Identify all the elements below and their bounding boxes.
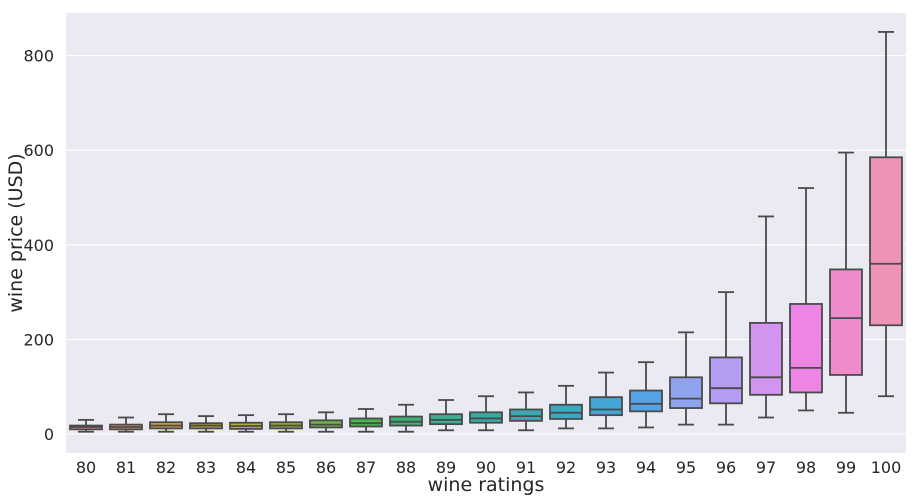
- y-tick-label: 200: [23, 330, 54, 349]
- box-iqr: [469, 411, 503, 424]
- x-tick-label: 85: [276, 458, 296, 477]
- box-92: [549, 384, 583, 430]
- x-tick-label: 95: [676, 458, 696, 477]
- x-tick-label: 100: [871, 458, 902, 477]
- box-iqr: [589, 396, 623, 417]
- box-98: [789, 187, 823, 412]
- box-90: [469, 395, 503, 432]
- y-tick-label: 400: [23, 236, 54, 255]
- box-81: [109, 416, 143, 433]
- x-tick-labels: 80 81 82 83 84 85 86 87 88 89 90 91 92 93 94 95 96 97 98 99…: [76, 458, 901, 477]
- x-tick-label: 87: [356, 458, 376, 477]
- box-91: [509, 391, 543, 432]
- y-tick-label: 600: [23, 141, 54, 160]
- x-tick-label: 91: [516, 458, 536, 477]
- box-iqr: [509, 408, 543, 422]
- x-tick-label: 97: [756, 458, 776, 477]
- box-iqr: [669, 376, 703, 409]
- x-tick-label: 81: [116, 458, 136, 477]
- box-94: [629, 361, 663, 429]
- x-tick-label: 90: [476, 458, 496, 477]
- y-tick-label: 0: [44, 425, 54, 444]
- box-plot-series: [69, 31, 903, 433]
- x-tick-label: 93: [596, 458, 616, 477]
- x-tick-label: 83: [196, 458, 216, 477]
- x-tick-label: 96: [716, 458, 736, 477]
- x-tick-label: 80: [76, 458, 96, 477]
- box-iqr: [549, 403, 583, 420]
- box-88: [389, 403, 423, 433]
- x-tick-label: 98: [796, 458, 816, 477]
- x-tick-label: 99: [836, 458, 856, 477]
- y-tick-labels: 0 200 400 600 800: [23, 47, 54, 444]
- box-iqr: [629, 389, 663, 413]
- box-83: [189, 415, 223, 433]
- box-87: [349, 408, 383, 433]
- x-tick-label: 94: [636, 458, 656, 477]
- box-97: [749, 215, 783, 419]
- box-86: [309, 411, 343, 433]
- x-tick-label: 82: [156, 458, 176, 477]
- box-iqr: [709, 356, 743, 405]
- box-iqr: [829, 268, 863, 376]
- x-tick-label: 84: [236, 458, 256, 477]
- box-iqr: [869, 156, 903, 327]
- box-iqr: [749, 321, 783, 396]
- box-99: [829, 151, 863, 414]
- box-93: [589, 371, 623, 430]
- box-96: [709, 291, 743, 426]
- box-84: [229, 414, 263, 433]
- box-82: [149, 413, 183, 433]
- x-tick-label: 92: [556, 458, 576, 477]
- y-axis-label: wine price (USD): [5, 153, 27, 312]
- y-tick-label: 800: [23, 47, 54, 66]
- box-85: [269, 413, 303, 433]
- x-tick-label: 89: [436, 458, 456, 477]
- box-iqr: [789, 303, 823, 394]
- box-100: [869, 31, 903, 398]
- box-95: [669, 331, 703, 426]
- x-axis-label: wine ratings: [428, 474, 545, 496]
- box-89: [429, 399, 463, 432]
- x-tick-label: 86: [316, 458, 336, 477]
- box-80: [69, 418, 103, 433]
- x-tick-label: 88: [396, 458, 416, 477]
